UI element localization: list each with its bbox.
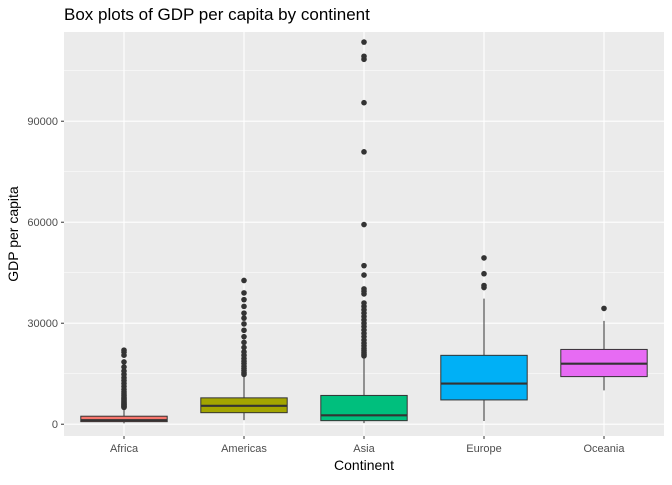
x-tick-label: Oceania [584, 443, 626, 455]
outlier-point [241, 296, 247, 303]
outlier-point [361, 221, 367, 228]
x-tick-label: Africa [110, 443, 139, 455]
outlier-point [361, 53, 367, 60]
x-tick-label: Europe [466, 443, 501, 455]
outlier-point [121, 347, 127, 353]
outlier-point [241, 349, 247, 355]
outlier-point [241, 303, 247, 310]
outlier-point [241, 339, 247, 346]
outlier-point [241, 290, 247, 296]
box-asia [320, 39, 408, 424]
outlier-point [361, 39, 367, 45]
outlier-point [361, 300, 367, 306]
outlier-point [361, 99, 367, 106]
axis-layer: 0 30000 60000 90000 Africa Americas Asia Europe… [27, 116, 625, 455]
x-tick-label: Americas [221, 443, 267, 455]
y-tick-label: 0 [52, 419, 58, 431]
outlier-point [241, 327, 247, 334]
x-tick-label: Asia [353, 443, 375, 455]
outlier-point [241, 315, 247, 321]
y-tick-label: 30000 [27, 318, 58, 330]
outlier-point [241, 333, 247, 340]
outlier-point [121, 368, 127, 374]
outlier-point [121, 359, 127, 365]
outlier-point [361, 149, 367, 155]
chart-title: Box plots of GDP per capita by continent [64, 5, 370, 24]
outlier-point [481, 270, 487, 277]
outlier-point [241, 344, 247, 351]
iqr-box [80, 415, 168, 423]
iqr-box [440, 354, 528, 401]
outlier-point [121, 364, 127, 370]
outlier-point [361, 262, 367, 269]
box-africa [80, 347, 168, 424]
outlier-point [481, 282, 487, 289]
outlier-point [241, 310, 247, 316]
y-tick-label: 90000 [27, 116, 58, 128]
outlier-point [361, 272, 367, 278]
y-axis-title: GDP per capita [5, 186, 21, 282]
box-layer [80, 39, 648, 424]
y-tick-label: 60000 [27, 217, 58, 229]
box-americas [200, 277, 288, 421]
x-axis-title: Continent [334, 457, 394, 473]
box-oceania [560, 305, 648, 391]
outlier-point [481, 255, 487, 261]
iqr-box [320, 394, 408, 422]
box-europe [440, 255, 528, 421]
outlier-point [601, 305, 607, 312]
outlier-point [241, 277, 247, 284]
outlier-point [361, 286, 367, 292]
outlier-point [241, 321, 247, 327]
